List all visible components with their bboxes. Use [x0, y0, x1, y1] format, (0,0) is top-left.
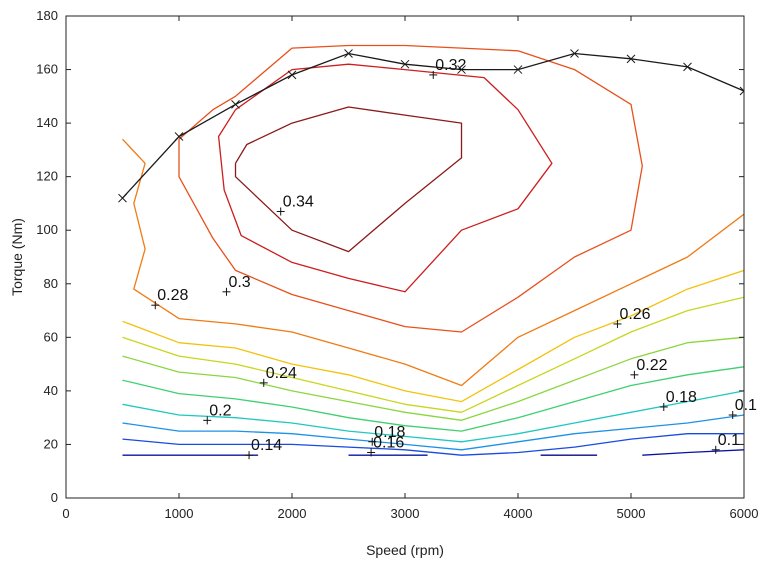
marker-stroke	[570, 49, 579, 58]
y-tick-label: 80	[44, 276, 58, 291]
marker-stroke	[174, 132, 184, 141]
torque-point-marker	[231, 100, 240, 109]
contour-line-0.34-0	[234, 106, 463, 253]
contour-label-marker	[429, 70, 438, 79]
torque-point-marker	[118, 193, 127, 203]
marker-stroke	[400, 59, 410, 69]
contour-label-marker	[711, 445, 720, 454]
y-tick-label: 100	[36, 222, 58, 237]
contour-label: 0.1	[718, 432, 740, 449]
x-tick-label: 2000	[278, 506, 307, 521]
contour-line-0.24-0	[122, 296, 744, 413]
marker-stroke	[231, 100, 240, 109]
y-tick-label: 20	[44, 436, 58, 451]
marker-stroke	[344, 49, 353, 58]
x-tick-label: 4000	[504, 506, 533, 521]
marker-stroke	[739, 86, 744, 92]
x-tick-label: 1000	[165, 506, 194, 521]
contour-label-marker	[259, 378, 268, 387]
contour-label-marker	[613, 319, 622, 328]
marker-stroke	[118, 193, 127, 203]
marker-stroke	[513, 65, 523, 74]
contour-label-marker	[151, 301, 160, 310]
contour-label-marker	[630, 370, 639, 379]
contour-label: 0.18	[374, 424, 405, 441]
contour-label: 0.3	[228, 274, 250, 291]
y-tick-label: 140	[36, 115, 58, 130]
marker-stroke	[287, 70, 297, 80]
x-axis-label: Speed (rpm)	[366, 542, 444, 558]
y-axis-label: Torque (Nm)	[9, 218, 25, 296]
plot-area: 0.340.320.30.280.260.24 0.220.20.180.180.…	[118, 44, 757, 460]
torque-point-marker	[513, 65, 523, 74]
torque-point-marker	[683, 62, 692, 72]
marker-stroke	[626, 54, 636, 64]
x-tick-label: 6000	[730, 506, 759, 521]
y-tick-label: 0	[51, 490, 58, 505]
x-tick-label: 3000	[391, 506, 420, 521]
x-tick-label: 0	[62, 506, 69, 521]
torque-point-marker	[287, 70, 297, 80]
contour-label-marker	[367, 448, 376, 457]
contour-line-0.26-0	[122, 269, 744, 403]
contour-line-0.2-0	[122, 366, 744, 432]
contour-label: 0.24	[266, 365, 297, 382]
contour-label: 0.18	[666, 389, 697, 406]
contour-label: 0.14	[251, 437, 282, 454]
contour-line-0.32-0	[217, 63, 553, 293]
contour-line-0.12-2	[642, 449, 744, 456]
contour-line-0.3-0	[178, 44, 643, 333]
torque-point-marker	[570, 49, 579, 58]
marker-stroke	[457, 65, 466, 74]
torque-point-marker	[457, 65, 466, 74]
torque-point-marker	[739, 86, 744, 96]
contour-line-0.28-0	[122, 138, 744, 387]
y-tick-label: 60	[44, 329, 58, 344]
torque-point-marker	[174, 132, 184, 141]
torque-point-marker	[344, 49, 353, 58]
y-tick-label: 40	[44, 383, 58, 398]
contour-line-0.18-0	[122, 390, 744, 443]
contour-label: 0.32	[435, 57, 466, 74]
contour-label-marker	[222, 287, 231, 296]
torque-point-marker	[400, 59, 410, 69]
contour-label-marker	[659, 402, 668, 411]
contour-label-marker	[728, 410, 737, 419]
contour-label: 0.28	[157, 287, 188, 304]
contour-line-0.16-0	[122, 414, 744, 451]
torque-point-marker	[626, 54, 636, 64]
y-tick-label: 120	[36, 169, 58, 184]
contour-label: 0.22	[636, 357, 667, 374]
contour-label: 0.16	[373, 434, 404, 451]
contour-label: 0.1	[735, 397, 757, 414]
contour-label-marker	[203, 416, 212, 425]
contour-label-marker	[276, 207, 285, 216]
contour-line-0.14-0	[122, 433, 744, 456]
marker-stroke	[683, 62, 692, 72]
axes: 0 1000 2000 3000 4000 5000 6000 0 20 40 60 80 100 120…	[36, 8, 758, 521]
y-tick-label: 180	[36, 8, 58, 23]
contour-label: 0.26	[619, 306, 650, 323]
x-tick-label: 5000	[617, 506, 646, 521]
contour-lines	[118, 44, 744, 456]
contour-line-0.22-0	[122, 336, 744, 421]
torque-curve-line	[122, 52, 744, 199]
marker-stroke	[739, 90, 744, 96]
y-tick-label: 160	[36, 62, 58, 77]
contour-label: 0.34	[283, 193, 314, 210]
contour-label-marker	[368, 437, 377, 446]
contour-label-marker	[245, 451, 254, 460]
contour-label: 0.2	[209, 402, 231, 419]
